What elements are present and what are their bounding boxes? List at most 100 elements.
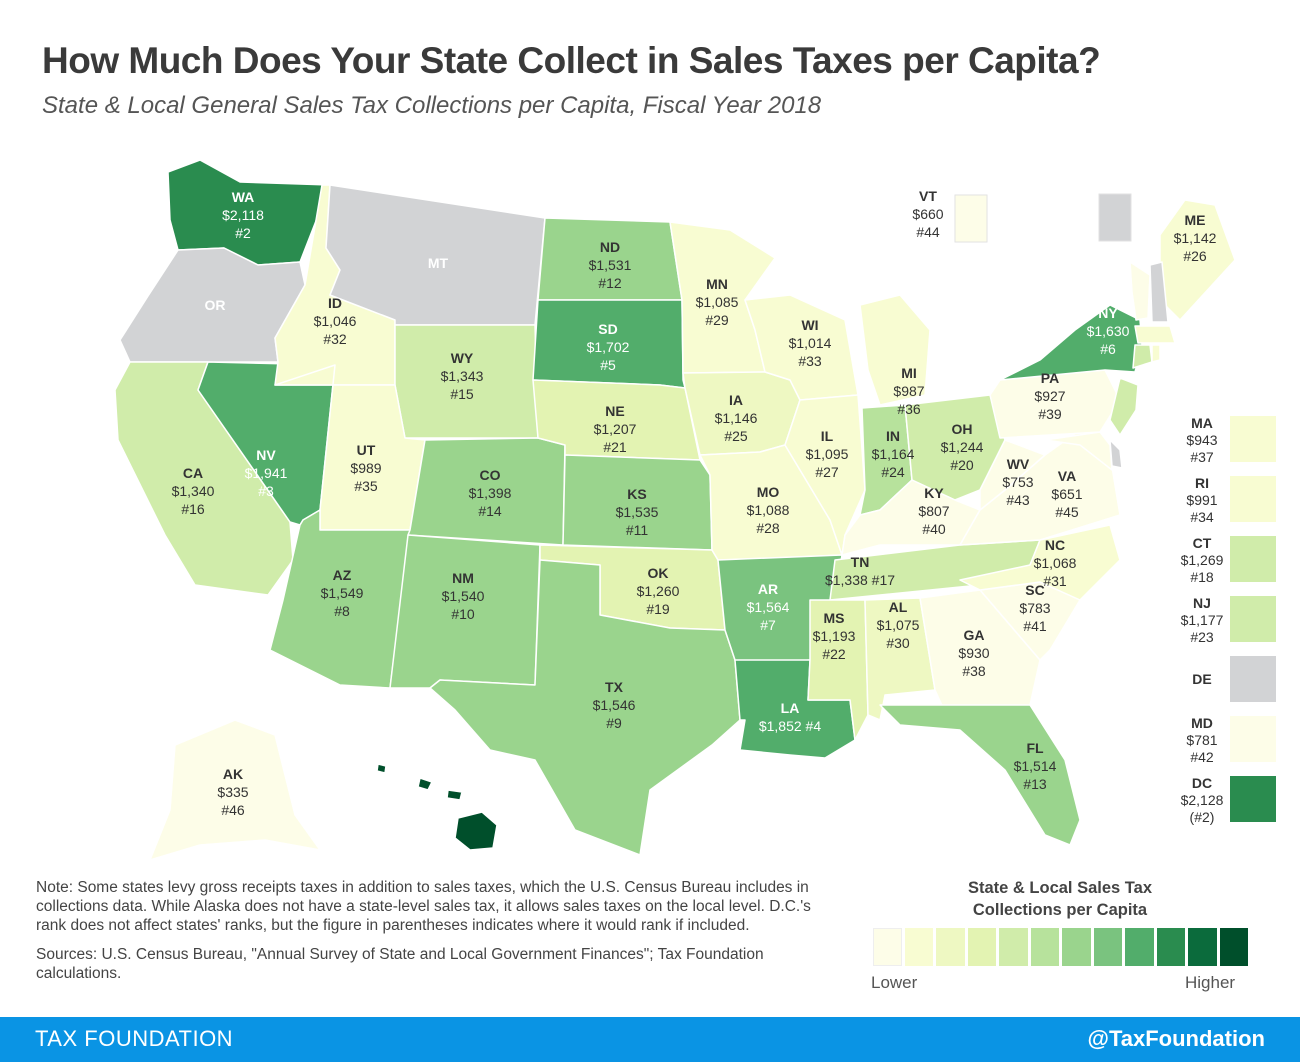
state-label-NM-value: $1,540 — [442, 588, 485, 604]
side-legend-MD-value: $781 — [1186, 732, 1217, 748]
state-label-HI-abbr: HI — [423, 821, 437, 837]
legend-swatch-4 — [967, 928, 996, 966]
side-legend-MA-rank: #37 — [1190, 449, 1214, 465]
state-shape-HI-island-3 — [446, 789, 463, 801]
state-label-KS-rank: #11 — [626, 522, 649, 538]
legend-swatch-6 — [1030, 928, 1059, 966]
state-label-AZ-value: $1,549 — [321, 585, 364, 601]
state-label-ID-abbr: ID — [328, 295, 342, 311]
state-label-GA-abbr: GA — [964, 627, 985, 643]
state-label-VA-value: $651 — [1051, 486, 1082, 502]
state-label-UT-rank: #35 — [354, 478, 378, 494]
state-label-CO-value: $1,398 — [469, 485, 512, 501]
state-shapes — [114, 159, 1236, 861]
state-label-OK-value: $1,260 — [637, 583, 680, 599]
state-shape-CT — [1132, 344, 1153, 369]
state-shape-WY — [394, 324, 539, 439]
state-label-ND-rank: #12 — [598, 275, 622, 291]
state-label-NV-value: $1,941 — [245, 465, 288, 481]
side-legend-swatch-DC — [1230, 776, 1276, 822]
state-label-AK-rank: #46 — [221, 802, 245, 818]
state-label-IA-rank: #25 — [724, 428, 748, 444]
footer-brand: TAX FOUNDATION — [35, 1026, 234, 1051]
legend-title-line2: Collections per Capita — [972, 901, 1148, 919]
side-legend-CT-abbr: CT — [1193, 535, 1212, 551]
state-label-FL-abbr: FL — [1026, 740, 1044, 756]
legend-swatch-11 — [1188, 928, 1217, 966]
state-shape-VT — [1129, 261, 1151, 321]
state-label-KS-value: $1,535 — [616, 504, 659, 520]
state-shape-NC — [959, 524, 1121, 601]
state-label-KY-abbr: KY — [924, 485, 944, 501]
state-label-MS-rank: #22 — [822, 646, 846, 662]
state-label-MO-rank: #28 — [756, 520, 780, 536]
legend-swatch-2 — [904, 928, 933, 966]
state-label-ME-rank: #26 — [1183, 248, 1207, 264]
state-label-IN-rank: #24 — [881, 464, 905, 480]
state-label-AR-value: $1,564 — [747, 599, 790, 615]
state-label-AZ-rank: #8 — [334, 603, 350, 619]
legend-swatch-10 — [1156, 928, 1185, 966]
state-label-AR-rank: #7 — [760, 617, 776, 633]
small-state-legend: MA$943#37 RI$991#34 CT$1,269#18 NJ$1,177#23… — [1181, 415, 1276, 825]
footer-handle[interactable]: @TaxFoundation — [1087, 1026, 1265, 1051]
state-label-TX-rank: #9 — [606, 715, 622, 731]
side-legend-MA-value: $943 — [1186, 432, 1217, 448]
side-legend-DC-value: $2,128 — [1181, 792, 1224, 808]
state-label-NH-abbr: NH — [1064, 204, 1084, 220]
state-label-AZ-abbr: AZ — [333, 567, 352, 583]
state-box-VT — [954, 194, 988, 243]
legend-swatch-8 — [1093, 928, 1122, 966]
state-label-MS-abbr: MS — [824, 610, 845, 626]
state-label-OR-abbr: OR — [205, 297, 226, 313]
map-title: How Much Does Your State Collect in Sale… — [42, 40, 1101, 81]
side-legend-swatch-RI — [1230, 476, 1276, 522]
map-subtitle: State & Local General Sales Tax Collecti… — [42, 92, 822, 119]
state-label-ME-abbr: ME — [1185, 212, 1206, 228]
state-label-KY-value: $807 — [918, 503, 949, 519]
state-label-SC-value: $783 — [1019, 600, 1050, 616]
state-label-NM-rank: #10 — [451, 606, 475, 622]
state-label-IN-abbr: IN — [886, 428, 900, 444]
state-label-MI-abbr: MI — [901, 365, 917, 381]
notes: Note: Some states levy gross receipts ta… — [36, 878, 836, 993]
state-label-OK-abbr: OK — [648, 565, 669, 581]
state-label-WV-value: $753 — [1002, 474, 1033, 490]
state-label-IN-value: $1,164 — [872, 446, 915, 462]
state-label-NE-value: $1,207 — [594, 421, 637, 437]
side-legend-RI-rank: #34 — [1190, 509, 1214, 525]
state-label-AL-abbr: AL — [889, 599, 908, 615]
side-legend-swatch-MD — [1230, 716, 1276, 762]
state-labels: WA $2,118 #2 OR CA $1,340 #16 NV $1,941 #3 ID $1,04… — [172, 188, 1217, 873]
side-legend-DC-abbr: DC — [1192, 775, 1212, 791]
state-label-NV-rank: #3 — [258, 483, 274, 499]
state-box-NH — [1098, 193, 1132, 242]
state-label-NM-abbr: NM — [452, 570, 474, 586]
state-shape-WV — [979, 439, 1046, 511]
side-legend-swatch-NJ — [1230, 596, 1276, 642]
state-label-CO-abbr: CO — [480, 467, 501, 483]
state-label-PA-rank: #39 — [1038, 406, 1062, 422]
state-label-IA-abbr: IA — [729, 392, 743, 408]
state-label-SC-abbr: SC — [1025, 582, 1044, 598]
state-label-NC-rank: #31 — [1043, 573, 1067, 589]
state-shape-TX — [429, 559, 741, 856]
state-label-SD-value: $1,702 — [587, 339, 630, 355]
state-label-ME-value: $1,142 — [1174, 230, 1217, 246]
state-label-NC-value: $1,068 — [1034, 555, 1077, 571]
sources-text: Sources: U.S. Census Bureau, "Annual Sur… — [36, 946, 764, 982]
state-label-MS-value: $1,193 — [813, 628, 856, 644]
state-label-CA-rank: #16 — [181, 501, 205, 517]
state-label-TX-value: $1,546 — [593, 697, 636, 713]
state-label-KS-abbr: KS — [627, 486, 646, 502]
state-label-AK-abbr: AK — [223, 766, 243, 782]
side-legend-NJ-rank: #23 — [1190, 629, 1214, 645]
state-label-MI-rank: #36 — [897, 401, 921, 417]
state-shape-HI-island-1 — [376, 763, 387, 774]
state-label-SD-abbr: SD — [598, 321, 617, 337]
state-label-WI-value: $1,014 — [789, 335, 832, 351]
state-label-AK-value: $335 — [217, 784, 248, 800]
side-legend-MD-abbr: MD — [1191, 715, 1213, 731]
legend-swatch-9 — [1125, 928, 1154, 966]
state-label-ND-abbr: ND — [600, 239, 620, 255]
